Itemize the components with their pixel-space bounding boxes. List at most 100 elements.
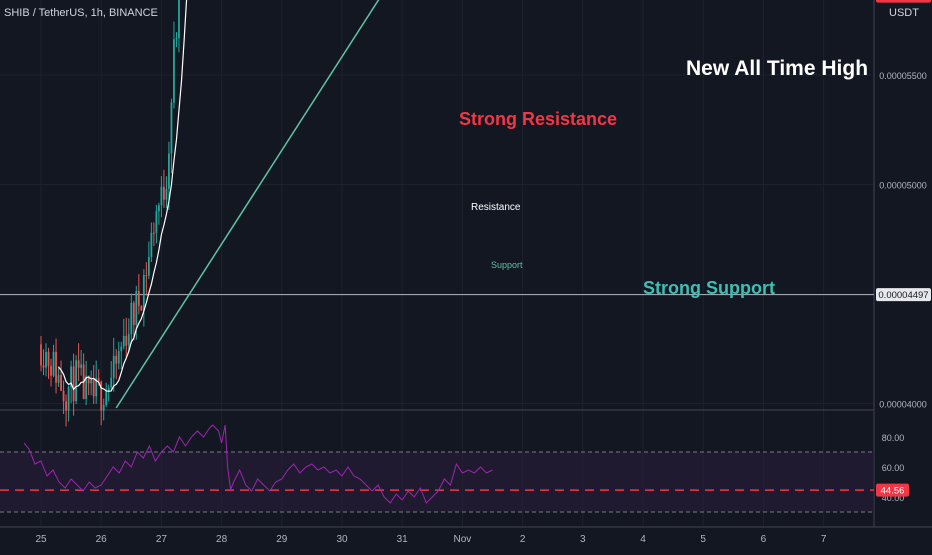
candle-body bbox=[47, 351, 50, 366]
candle-body bbox=[155, 211, 158, 233]
candle-body bbox=[67, 387, 70, 411]
annotation-support[interactable]: Support bbox=[491, 260, 523, 270]
candle-body bbox=[165, 188, 168, 200]
candle-body bbox=[120, 346, 123, 352]
candle-body bbox=[40, 344, 42, 366]
rsi-tick-label: 80.00 bbox=[882, 433, 905, 443]
candle-body bbox=[157, 205, 160, 212]
time-tick-label: 31 bbox=[397, 534, 409, 545]
time-tick-label: 3 bbox=[580, 534, 586, 545]
candle-body bbox=[90, 380, 93, 384]
candle-body bbox=[62, 390, 65, 402]
candle-body bbox=[85, 375, 88, 399]
price-tick-label: 0.00005500 bbox=[879, 71, 927, 81]
time-tick-label: Nov bbox=[454, 534, 472, 545]
price-tick-label: 0.00004000 bbox=[879, 400, 927, 410]
candle-body bbox=[110, 377, 113, 388]
candle-body bbox=[45, 351, 47, 368]
candle-body bbox=[52, 351, 55, 376]
candle-body bbox=[42, 365, 45, 368]
candle-body bbox=[122, 335, 125, 347]
candle-body bbox=[60, 374, 62, 391]
ma-line bbox=[58, 0, 188, 392]
candle-body bbox=[147, 257, 150, 276]
candle-body bbox=[127, 334, 130, 346]
candle-body bbox=[95, 378, 98, 397]
rsi-current-label[interactable]: 44.56 bbox=[881, 486, 905, 497]
candle-body bbox=[160, 186, 163, 206]
candle-body bbox=[140, 305, 143, 311]
rsi-pane bbox=[0, 424, 874, 513]
price-tag-label[interactable]: 0.00005860 bbox=[878, 0, 928, 3]
horizontal-levels[interactable] bbox=[0, 0, 874, 296]
annotation-new-ath[interactable]: New All Time High bbox=[686, 57, 868, 80]
time-tick-label: 2 bbox=[520, 534, 526, 545]
moving-average bbox=[58, 0, 188, 392]
candle-body bbox=[142, 275, 145, 311]
candle-body bbox=[112, 355, 115, 378]
time-tick-label: 5 bbox=[700, 534, 706, 545]
candle-body bbox=[80, 364, 83, 368]
annotation-strong-support[interactable]: Strong Support bbox=[643, 278, 775, 298]
time-tick-label: 6 bbox=[761, 534, 767, 545]
time-tick-label: 4 bbox=[640, 534, 646, 545]
time-tick-label: 7 bbox=[821, 534, 827, 545]
time-axis[interactable]: 25 26 27 28 29 30 31 Nov 2 3 4 5 6 7 bbox=[35, 534, 826, 545]
triangle-lower-trendline[interactable] bbox=[115, 0, 552, 409]
candle-body bbox=[102, 405, 105, 411]
time-tick-label: 25 bbox=[35, 534, 47, 545]
trendlines[interactable] bbox=[115, 0, 661, 409]
candle-body bbox=[72, 366, 75, 402]
price-tick-label: 0.00005000 bbox=[879, 181, 927, 191]
candle-body bbox=[178, 0, 180, 38]
candle-body bbox=[92, 380, 95, 397]
candle-body bbox=[173, 39, 175, 103]
rsi-band bbox=[0, 452, 874, 512]
candle-body bbox=[50, 365, 52, 376]
candle-body bbox=[132, 302, 135, 325]
price-tag[interactable] bbox=[876, 0, 931, 3]
candle-body bbox=[77, 360, 80, 368]
time-tick-label: 26 bbox=[96, 534, 108, 545]
candle-body bbox=[115, 355, 118, 364]
currency-label: USDT bbox=[889, 7, 919, 19]
candle-body bbox=[145, 275, 148, 277]
price-tag-label[interactable]: 0.00004497 bbox=[878, 290, 928, 301]
price-tag[interactable] bbox=[876, 288, 931, 302]
candle-body bbox=[55, 351, 57, 383]
time-tick-label: 27 bbox=[156, 534, 168, 545]
price-axis[interactable]: 0.000105000.000100000.000095000.00009000… bbox=[876, 0, 931, 503]
candle-body bbox=[97, 378, 100, 382]
candle-body bbox=[152, 232, 155, 234]
candle-body bbox=[175, 37, 178, 40]
candle-body bbox=[107, 387, 110, 392]
candle-body bbox=[70, 366, 72, 388]
candle-body bbox=[57, 374, 60, 383]
chart-title: SHIB / TetherUS, 1h, BINANCE bbox=[4, 7, 158, 19]
candlesticks bbox=[40, 0, 180, 427]
candle-body bbox=[163, 186, 165, 200]
rsi-current-tag[interactable] bbox=[876, 483, 909, 497]
candle-body bbox=[105, 391, 108, 406]
rsi-line bbox=[23, 424, 493, 504]
rsi-tick-label: 60.00 bbox=[882, 463, 905, 473]
candle-body bbox=[87, 375, 90, 384]
grid bbox=[0, 0, 932, 528]
candle-body bbox=[117, 351, 120, 364]
candle-body bbox=[75, 360, 78, 402]
time-tick-label: 28 bbox=[216, 534, 228, 545]
time-tick-label: 30 bbox=[336, 534, 348, 545]
annotation-strong-resistance[interactable]: Strong Resistance bbox=[459, 109, 617, 129]
candle-body bbox=[125, 335, 128, 346]
candle-body bbox=[170, 102, 173, 154]
time-tick-label: 29 bbox=[276, 534, 288, 545]
candle-body bbox=[137, 290, 140, 306]
candle-body bbox=[150, 232, 153, 258]
candle-body bbox=[135, 290, 138, 325]
annotation-resistance[interactable]: Resistance bbox=[471, 202, 521, 213]
candle-body bbox=[100, 381, 103, 411]
rsi-tick-label: 40.00 bbox=[882, 493, 905, 503]
candle-body bbox=[130, 302, 133, 335]
